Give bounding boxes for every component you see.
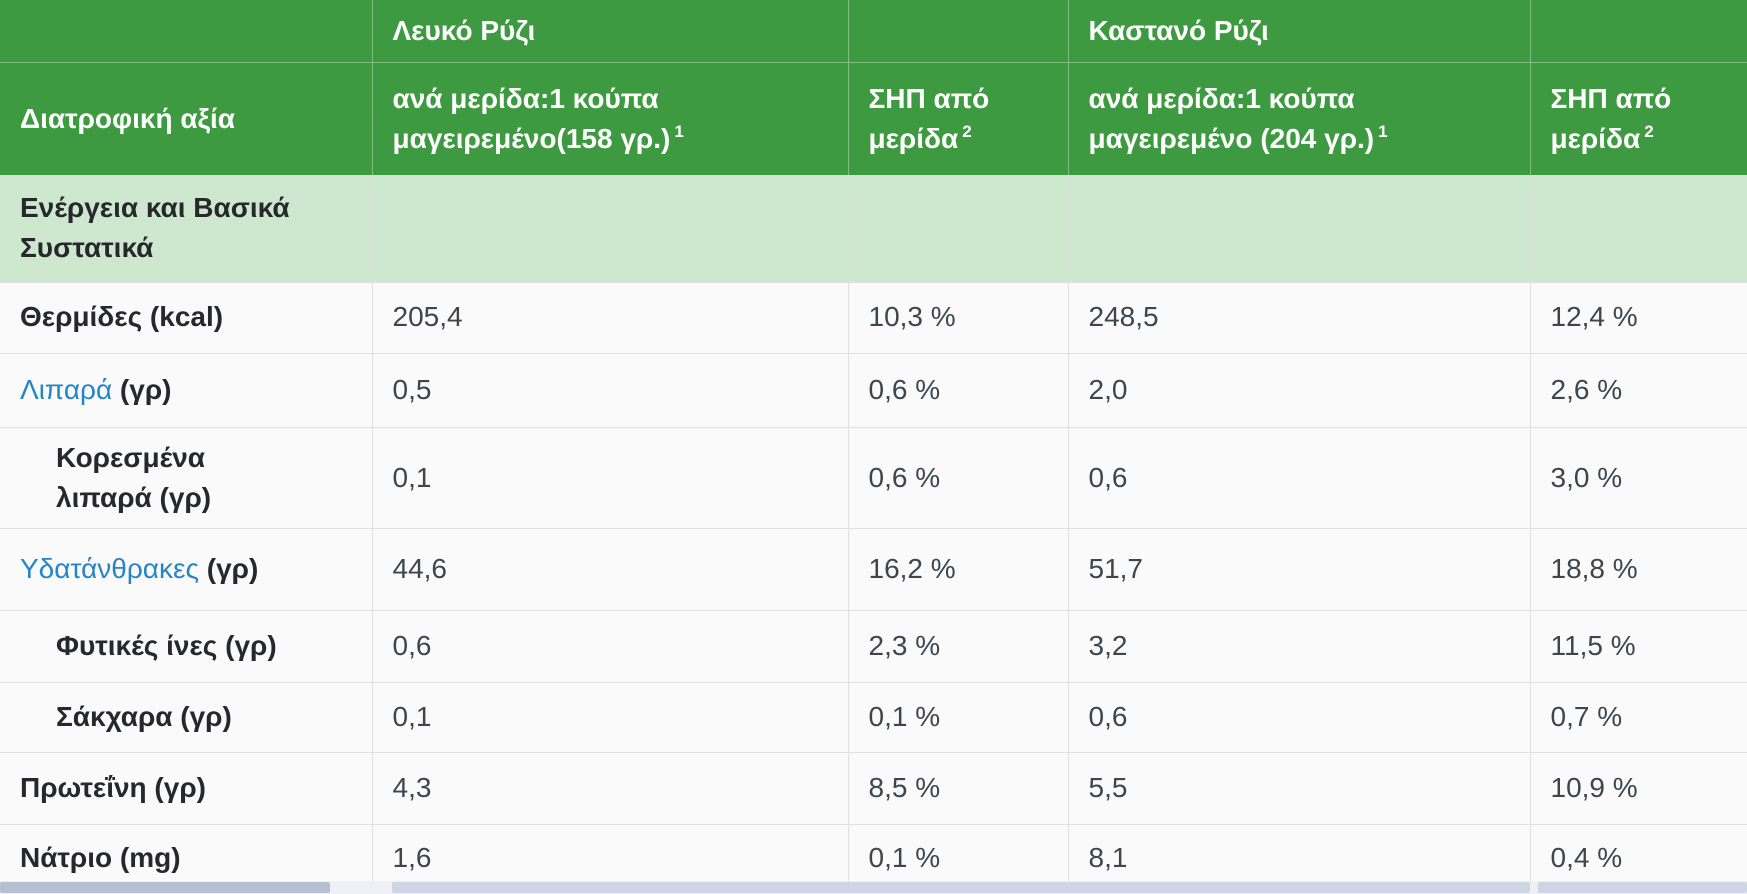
- nutrient-row: Υδατάνθρακες (γρ) 44,6 16,2 % 51,7 18,8 %: [0, 527, 1747, 611]
- nutrient-name: Σάκχαρα: [56, 701, 173, 733]
- product-brown-rice-header: Καστανό Ρύζι: [1067, 0, 1530, 63]
- column-header-row: Διατροφική αξία ανά μερίδα:1 κούπα μαγει…: [0, 62, 1747, 175]
- nutrient-row: Λιπαρά (γρ) 0,5 0,6 % 2,0 2,6 %: [0, 352, 1747, 427]
- nutrient-label-cell: Υδατάνθρακες (γρ): [0, 527, 372, 611]
- nutrient-row: Πρωτεΐνη (γρ) 4,3 8,5 % 5,5 10,9 %: [0, 751, 1747, 825]
- white-amount-value: 0,6: [371, 609, 848, 683]
- scrollbar-thumb-right[interactable]: [1538, 882, 1747, 893]
- nutrient-label-cell: Θερμίδες (kcal): [0, 281, 372, 353]
- horizontal-scrollbar[interactable]: [0, 881, 1747, 894]
- scrollbar-thumb-left[interactable]: [0, 882, 330, 893]
- nutrient-link[interactable]: Λιπαρά: [20, 373, 113, 405]
- white-rdi-text: ΣΗΠ από μερίδα: [868, 82, 990, 154]
- white-rdi-value: 10,3 %: [847, 281, 1068, 353]
- white-rdi-value: 0,6 %: [847, 352, 1068, 427]
- nutrient-name: Φυτικές ίνες: [56, 630, 218, 662]
- empty-header-cell: [1529, 0, 1747, 63]
- empty-header-cell: [847, 0, 1068, 63]
- white-rdi-value: 2,3 %: [847, 609, 1068, 683]
- white-amount-value: 0,1: [371, 681, 848, 753]
- brown-rdi-header: ΣΗΠ από μερίδα 2: [1529, 62, 1747, 175]
- brown-rdi-value: 2,6 %: [1529, 352, 1747, 427]
- white-rdi-value: 16,2 %: [847, 527, 1068, 611]
- brown-amount-value: 0,6: [1067, 426, 1530, 529]
- white-serving-header: ανά μερίδα:1 κούπα μαγειρεμένο(158 γρ.) 1: [371, 62, 848, 175]
- white-rdi-value: 0,1 %: [847, 681, 1068, 753]
- white-serving-text: ανά μερίδα:1 κούπα μαγειρεμένο(158 γρ.): [392, 82, 671, 154]
- nutrient-row: Θερμίδες (kcal) 205,4 10,3 % 248,5 12,4 %: [0, 281, 1747, 353]
- nutrition-value-header: Διατροφική αξία: [0, 62, 372, 175]
- empty-corner-cell: [0, 0, 372, 63]
- footnote-1-ref: 1: [674, 122, 684, 142]
- nutrient-unit: (γρ): [217, 630, 277, 662]
- brown-serving-header: ανά μερίδα:1 κούπα μαγειρεμένο (204 γρ.)…: [1067, 62, 1530, 175]
- brown-rdi-value: 11,5 %: [1529, 609, 1747, 683]
- nutrient-row: Νάτριο (mg) 1,6 0,1 % 8,1 0,4 %: [0, 823, 1747, 893]
- nutrient-name: Θερμίδες: [20, 301, 143, 333]
- nutrient-link[interactable]: Υδατάνθρακες: [20, 553, 199, 585]
- nutrient-label-cell: Λιπαρά (γρ): [0, 352, 372, 427]
- nutrient-name: Κορεσμένα λιπαρά: [56, 441, 205, 513]
- brown-rdi-value: 10,9 %: [1529, 751, 1747, 825]
- nutrient-name: Πρωτεΐνη: [20, 772, 147, 804]
- nutrient-unit: (γρ): [198, 553, 259, 585]
- nutrient-unit: (γρ): [172, 701, 232, 733]
- white-amount-value: 0,5: [371, 352, 848, 427]
- white-amount-value: 4,3: [371, 751, 848, 825]
- nutrient-unit: (γρ): [146, 772, 206, 804]
- section-empty-cell: [1529, 175, 1747, 282]
- product-header-row: Λευκό Ρύζι Καστανό Ρύζι: [0, 0, 1747, 63]
- brown-amount-value: 51,7: [1067, 527, 1530, 611]
- white-rdi-value: 0,1 %: [847, 823, 1068, 893]
- white-amount-value: 0,1: [371, 426, 848, 529]
- scrollbar-thumb-main[interactable]: [392, 882, 1530, 893]
- brown-rdi-value: 0,7 %: [1529, 681, 1747, 753]
- brown-amount-value: 248,5: [1067, 281, 1530, 353]
- section-empty-cell: [371, 175, 848, 282]
- nutrient-unit: (γρ): [151, 481, 212, 513]
- nutrient-row: Κορεσμένα λιπαρά (γρ) 0,1 0,6 % 0,6 3,0 %: [0, 426, 1747, 529]
- nutrient-label-cell: Πρωτεΐνη (γρ): [0, 751, 372, 825]
- product-white-rice-header: Λευκό Ρύζι: [371, 0, 848, 63]
- section-row: Ενέργεια και Βασικά Συστατικά: [0, 175, 1747, 282]
- brown-amount-value: 3,2: [1067, 609, 1530, 683]
- brown-rdi-text: ΣΗΠ από μερίδα: [1550, 82, 1672, 154]
- nutrient-label-cell: Κορεσμένα λιπαρά (γρ): [0, 426, 372, 529]
- footnote-2-ref: 2: [962, 122, 972, 142]
- brown-rdi-value: 12,4 %: [1529, 281, 1747, 353]
- white-rdi-value: 8,5 %: [847, 751, 1068, 825]
- footnote-2-ref: 2: [1644, 122, 1654, 142]
- brown-rdi-value: 18,8 %: [1529, 527, 1747, 611]
- section-empty-cell: [847, 175, 1068, 282]
- nutrient-label-cell: Σάκχαρα (γρ): [0, 681, 372, 753]
- white-rdi-header: ΣΗΠ από μερίδα 2: [847, 62, 1068, 175]
- nutrient-row: Σάκχαρα (γρ) 0,1 0,1 % 0,6 0,7 %: [0, 681, 1747, 753]
- brown-amount-value: 0,6: [1067, 681, 1530, 753]
- brown-rdi-value: 0,4 %: [1529, 823, 1747, 893]
- white-amount-value: 205,4: [371, 281, 848, 353]
- brown-amount-value: 5,5: [1067, 751, 1530, 825]
- nutrient-unit: (mg): [112, 842, 181, 874]
- nutrient-unit: (γρ): [112, 373, 172, 405]
- nutrient-label-cell: Φυτικές ίνες (γρ): [0, 609, 372, 683]
- footnote-1-ref: 1: [1378, 122, 1388, 142]
- brown-amount-value: 8,1: [1067, 823, 1530, 893]
- nutrient-unit: (kcal): [142, 301, 224, 333]
- section-empty-cell: [1067, 175, 1530, 282]
- nutrient-name: Νάτριο: [20, 842, 113, 874]
- nutrient-row: Φυτικές ίνες (γρ) 0,6 2,3 % 3,2 11,5 %: [0, 609, 1747, 683]
- brown-serving-text: ανά μερίδα:1 κούπα μαγειρεμένο (204 γρ.): [1088, 82, 1375, 154]
- white-rdi-value: 0,6 %: [847, 426, 1068, 529]
- brown-amount-value: 2,0: [1067, 352, 1530, 427]
- white-amount-value: 44,6: [371, 527, 848, 611]
- nutrient-label-cell: Νάτριο (mg): [0, 823, 372, 893]
- white-amount-value: 1,6: [371, 823, 848, 893]
- section-title: Ενέργεια και Βασικά Συστατικά: [0, 175, 372, 282]
- brown-rdi-value: 3,0 %: [1529, 426, 1747, 529]
